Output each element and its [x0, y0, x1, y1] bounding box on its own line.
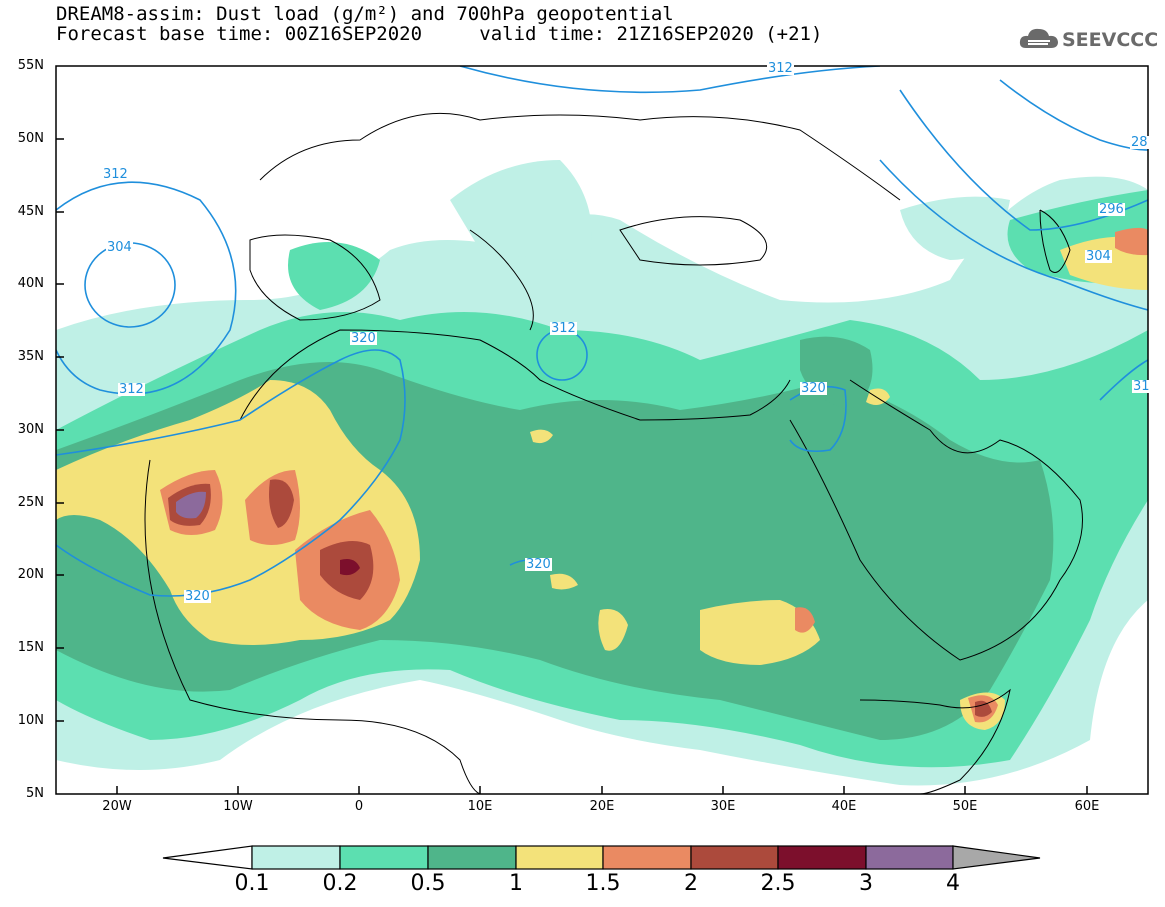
lat-label-20n: 20N — [17, 567, 44, 582]
lat-label-5n: 5N — [26, 786, 44, 801]
dust-region-1 — [598, 609, 628, 651]
dust-region-3 — [340, 559, 360, 576]
lat-label-15n: 15N — [17, 640, 44, 655]
contour-label: 296 — [1098, 202, 1125, 217]
contour-label: 320 — [800, 381, 827, 396]
coastline-west-africa — [144, 459, 481, 794]
contour-label: 312 — [767, 61, 794, 76]
colorbar-bin-2 — [690, 845, 779, 870]
lat-label-10n: 10N — [17, 713, 44, 728]
contour-label: 312 — [102, 167, 129, 182]
contour-label: 320 — [350, 331, 377, 346]
dust-region-1 — [700, 600, 820, 665]
geopotential-contour-320 — [56, 349, 406, 597]
lat-label-45n: 45N — [17, 204, 44, 219]
lon-label-50e: 50E — [952, 799, 978, 814]
dust-region-2 — [269, 479, 294, 528]
geopotential-contour-312-north — [459, 66, 881, 94]
forecast-base-time: Forecast base time: 00Z16SEP2020 — [56, 23, 423, 45]
coastline-europe — [259, 112, 901, 201]
colorbar-bin-0.1 — [251, 845, 341, 870]
contour-label: 312 — [118, 382, 145, 397]
coastline-north-africa — [239, 329, 791, 421]
contour-label: 312 — [550, 321, 577, 336]
colorbar-low-arrow — [162, 845, 253, 870]
colorbar-label: 0.1 — [234, 871, 270, 896]
colorbar-bin-0.2 — [339, 845, 429, 870]
colorbar-bin-1 — [515, 845, 604, 870]
contour-label: 304 — [106, 240, 133, 255]
geopotential-contour-296 — [899, 89, 1148, 231]
colorbar-high-arrow — [952, 845, 1041, 870]
colorbar-label: 2 — [684, 871, 698, 896]
lon-label-10e: 10E — [467, 799, 493, 814]
dust-region-0.1 — [450, 160, 592, 260]
lat-label-40n: 40N — [17, 276, 44, 291]
colorbar-label: 3 — [859, 871, 873, 896]
lon-label-60e: 60E — [1074, 799, 1100, 814]
lon-label-10w: 10W — [223, 799, 253, 814]
colorbar-label: 1.5 — [585, 871, 621, 896]
contour-label: 320 — [184, 589, 211, 604]
coastline-horn-africa — [859, 688, 1011, 794]
geopotential-contour-312 — [56, 181, 237, 395]
colorbar-label: 0.5 — [410, 871, 446, 896]
lon-label-20e: 20E — [589, 799, 615, 814]
colorbar-label: 1 — [509, 871, 523, 896]
colorbar-label: 0.2 — [322, 871, 358, 896]
lon-label-30e: 30E — [710, 799, 736, 814]
contour-label: 31 — [1132, 379, 1151, 394]
lon-label-0: 0 — [354, 799, 364, 814]
seevccc-logo: SEEVCCC — [1018, 24, 1158, 56]
dust-region-3 — [176, 491, 206, 519]
dust-region-1.5 — [795, 607, 815, 633]
dust-region-1 — [866, 388, 890, 406]
colorbar-bin-1.5 — [602, 845, 692, 870]
coastline-italy — [469, 229, 534, 331]
geopotential-contour-31x — [1099, 359, 1148, 401]
dust-region-1 — [550, 573, 578, 590]
lat-label-35n: 35N — [17, 349, 44, 364]
contour-label: 28 — [1130, 135, 1149, 150]
lon-label-20w: 20W — [102, 799, 132, 814]
coastline-iberia — [249, 234, 381, 321]
lat-label-55n: 55N — [17, 58, 44, 73]
dust-region-1.5 — [1115, 227, 1148, 256]
valid-time: valid time: 21Z16SEP2020 (+21) — [479, 23, 823, 45]
lat-label-50n: 50N — [17, 131, 44, 146]
colorbar — [162, 845, 1041, 870]
lat-label-30n: 30N — [17, 422, 44, 437]
colorbar-label: 2.5 — [760, 871, 796, 896]
coastline-caspian — [1039, 209, 1071, 273]
cloud-icon — [1019, 28, 1058, 48]
geopotential-contour-304-east — [879, 159, 1148, 311]
dust-region-2 — [975, 700, 992, 717]
logo-text: SEEVCCC — [1062, 29, 1159, 51]
lat-label-25n: 25N — [17, 495, 44, 510]
colorbar-bin-2.5 — [777, 845, 867, 870]
map-title: DREAM8-assim: Dust load (g/m²) and 700hP… — [56, 3, 674, 25]
coastline-black-sea — [619, 216, 768, 266]
map-subtitle: Forecast base time: 00Z16SEP2020 valid t… — [56, 24, 822, 44]
colorbar-bin-3 — [865, 845, 954, 870]
contour-label: 320 — [525, 557, 552, 572]
contour-label: 304 — [1085, 249, 1112, 264]
colorbar-label: 4 — [946, 871, 960, 896]
colorbar-bin-0.5 — [427, 845, 517, 870]
dust-region-1 — [530, 429, 553, 444]
coastline-arabia — [789, 379, 1083, 661]
lon-label-40e: 40E — [831, 799, 857, 814]
